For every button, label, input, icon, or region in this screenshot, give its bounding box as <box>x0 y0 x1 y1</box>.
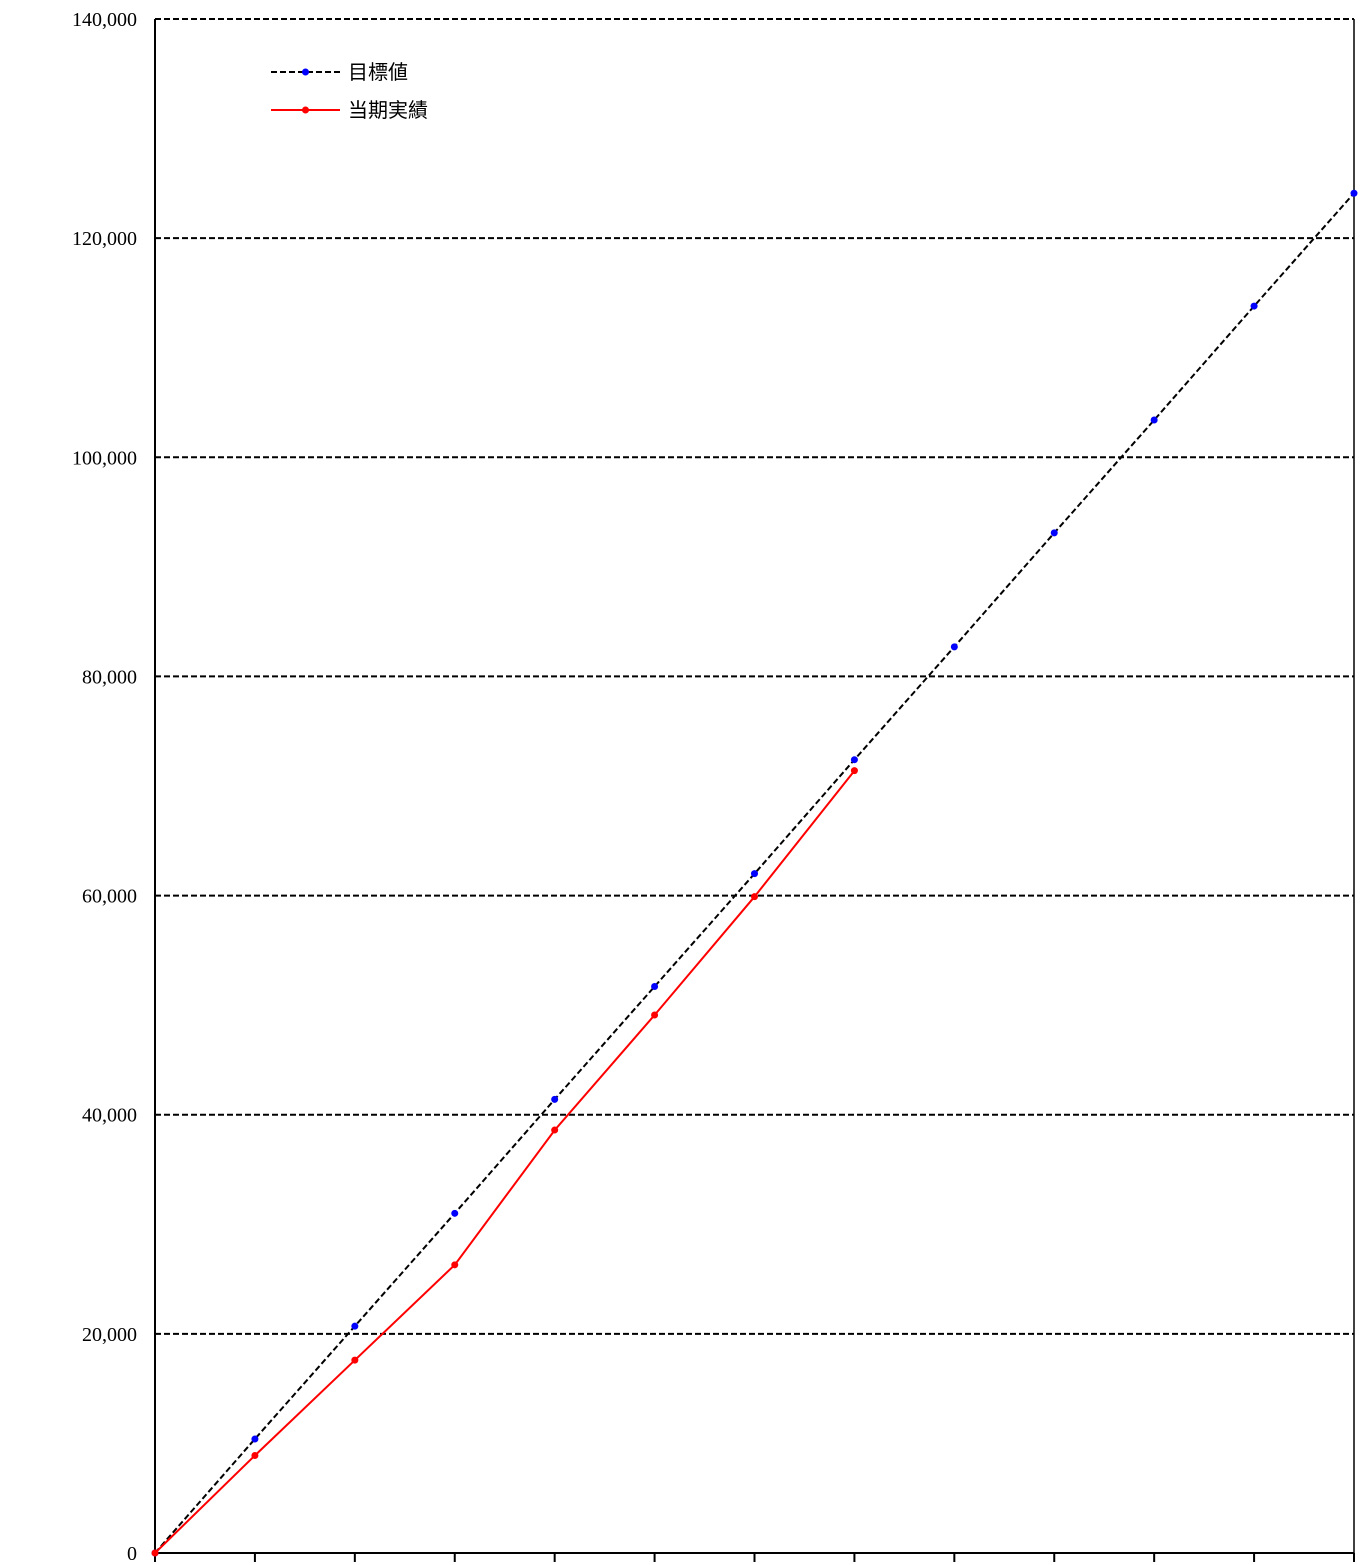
series-1-point <box>751 893 758 901</box>
series-0-point <box>1350 189 1358 197</box>
series-0-point <box>850 756 858 764</box>
y-tick-label: 20,000 <box>82 1324 137 1346</box>
gridlines <box>155 18 1354 1335</box>
series-1-point <box>351 1356 359 1364</box>
series-0-point <box>950 643 958 651</box>
series-0-point <box>1150 416 1158 424</box>
series-0-point <box>451 1209 459 1217</box>
y-tick-label: 80,000 <box>82 666 137 688</box>
legend-label-1: 当期実績 <box>348 98 428 122</box>
series-0-point <box>1050 529 1058 537</box>
y-tick-label: 120,000 <box>72 228 137 250</box>
series-0-point <box>651 983 659 991</box>
y-tick-label: 100,000 <box>72 447 137 469</box>
series-1-point <box>451 1261 459 1269</box>
legend-swatch-marker-0 <box>302 68 309 76</box>
series-0-point <box>351 1322 359 1330</box>
axes: 0 20,000 40,000 60,000 80,000 100,000 120,000 1… <box>72 9 1355 1565</box>
series-0-point <box>551 1095 559 1103</box>
series-1-point <box>151 1549 159 1557</box>
legend-swatch-marker-1 <box>302 106 309 114</box>
y-tick-label: 0 <box>127 1543 137 1565</box>
y-tick-label: 40,000 <box>82 1105 137 1127</box>
legend-label-0: 目標値 <box>348 60 408 84</box>
y-tick-label: 140,000 <box>72 9 137 31</box>
series <box>151 189 1358 1557</box>
series-line-1 <box>154 770 856 1554</box>
series-1-point <box>251 1451 259 1459</box>
series-0-point <box>251 1435 259 1443</box>
series-1-point <box>850 767 858 775</box>
series-1-point <box>551 1126 559 1134</box>
series-0-point <box>1250 302 1258 310</box>
y-tick-label: 60,000 <box>82 886 137 908</box>
series-1-point <box>651 1011 659 1019</box>
series-0-point <box>751 870 758 878</box>
